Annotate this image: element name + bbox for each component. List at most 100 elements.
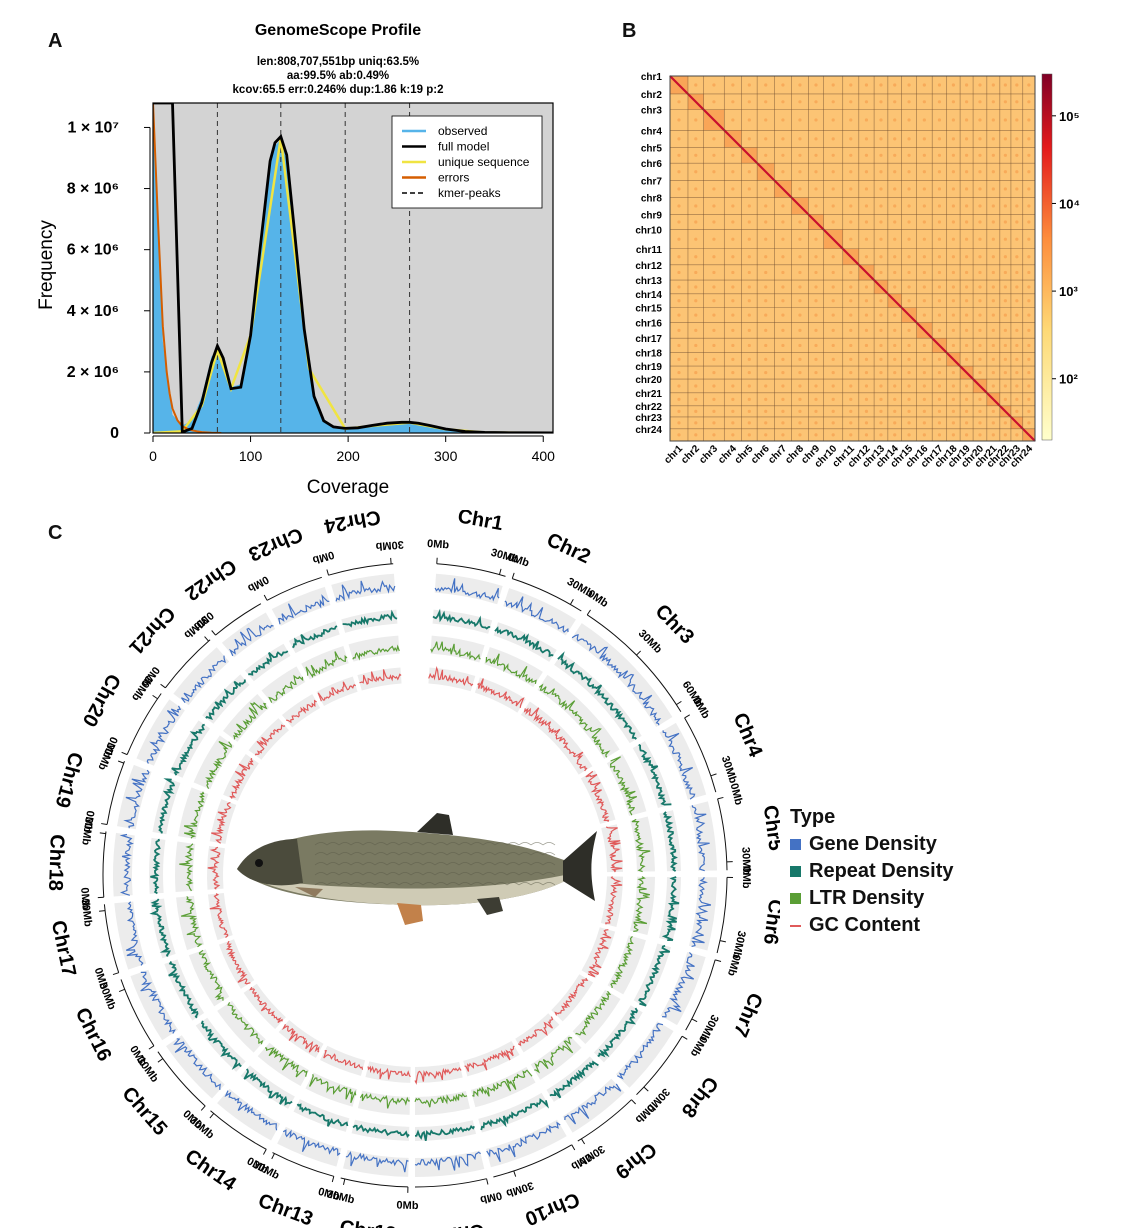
inter-contact xyxy=(864,384,869,388)
inter-contact xyxy=(798,187,802,191)
inter-contact xyxy=(991,313,995,317)
inter-contact xyxy=(978,153,982,157)
track-gc-content xyxy=(587,929,612,978)
inter-contact xyxy=(1015,433,1019,437)
inter-contact xyxy=(849,220,853,224)
fish-scale xyxy=(386,862,400,866)
track-background xyxy=(689,801,717,871)
tick-label: 30Mb xyxy=(739,847,752,876)
x-tick-label: 100 xyxy=(239,448,263,464)
inter-contact xyxy=(1027,313,1031,317)
circos-legend: Type Gene Density Repeat Density LTR Den… xyxy=(790,806,954,937)
chromosome-label: Chr6 xyxy=(759,898,780,946)
inter-contact xyxy=(747,255,751,259)
inter-contact xyxy=(677,397,681,401)
inter-contact xyxy=(964,433,969,437)
inter-contact xyxy=(937,397,942,401)
inter-contact xyxy=(864,328,869,332)
inter-contact xyxy=(747,285,751,289)
inter-contact xyxy=(864,397,869,401)
inter-contact xyxy=(893,137,897,141)
inter-contact xyxy=(814,237,818,241)
inter-contact xyxy=(1015,299,1019,303)
inter-contact xyxy=(849,370,853,375)
col-label: chr3 xyxy=(697,443,720,466)
chromosome-label: Chr18 xyxy=(44,834,68,891)
track-gene-density xyxy=(434,578,500,602)
inter-contact xyxy=(814,328,818,332)
inter-contact xyxy=(951,384,956,388)
inter-contact xyxy=(1027,343,1031,348)
chromosome-axis xyxy=(577,1099,632,1142)
inter-contact xyxy=(731,270,735,275)
track-repeat-density xyxy=(205,679,246,721)
track-gc-content xyxy=(605,826,623,873)
inter-contact xyxy=(893,118,897,122)
inter-contact xyxy=(831,409,835,413)
chromosome-axis xyxy=(126,693,162,755)
tick xyxy=(117,760,124,764)
inter-contact xyxy=(937,270,942,275)
y-tick-label: 2 × 10⁶ xyxy=(67,364,119,381)
track-ltr-density xyxy=(233,701,268,740)
inter-contact xyxy=(831,170,835,174)
inter-contact xyxy=(1015,384,1019,388)
track-background xyxy=(188,949,230,1007)
inter-contact xyxy=(1015,255,1019,259)
chart-subtitle-line-3: kcov:65.5 err:0.246% dup:1.86 k:19 p:2 xyxy=(233,84,444,96)
series-observed-area xyxy=(153,103,553,433)
inter-contact xyxy=(764,204,768,208)
row-label: chr9 xyxy=(641,210,663,221)
inter-contact xyxy=(922,313,926,317)
track-gc-content xyxy=(249,986,283,1023)
inter-contact xyxy=(978,137,982,141)
colorbar xyxy=(1041,73,1053,441)
inter-contact xyxy=(831,118,835,122)
fish-scale xyxy=(374,842,388,846)
inter-contact xyxy=(1003,270,1007,275)
legend-item-gc-content: GC Content xyxy=(790,914,954,937)
inter-contact xyxy=(1003,421,1007,425)
inter-contact xyxy=(677,299,681,303)
fish-scale xyxy=(350,852,364,856)
track-background xyxy=(537,674,620,760)
inter-contact xyxy=(798,343,802,348)
track-gc-content xyxy=(523,707,588,772)
inter-contact xyxy=(731,83,735,87)
fish-scale xyxy=(350,882,364,886)
track-gene-density xyxy=(691,876,712,947)
inter-contact xyxy=(1003,299,1007,303)
track-ltr-density xyxy=(268,674,304,703)
track-repeat-density xyxy=(549,1060,599,1099)
inter-contact xyxy=(879,433,883,437)
inter-contact xyxy=(764,285,768,289)
inter-contact xyxy=(677,255,681,259)
chromosome-axis xyxy=(436,563,506,577)
inter-contact xyxy=(991,237,995,241)
inter-contact xyxy=(922,237,926,241)
inter-contact xyxy=(798,153,802,157)
inter-contact xyxy=(849,409,853,413)
inter-contact xyxy=(1027,328,1031,332)
fish-scale xyxy=(494,862,508,866)
y-tick-label: 1 × 10⁷ xyxy=(67,119,119,136)
inter-contact xyxy=(1003,255,1007,259)
fish-scale xyxy=(458,842,472,846)
fish-scale xyxy=(542,862,556,866)
circos-plot: 0Mb30MbChr10Mb30MbChr20Mb30Mb60MbChr30Mb… xyxy=(44,510,780,1228)
inter-contact xyxy=(1027,255,1031,259)
inter-contact xyxy=(951,343,956,348)
fish-scale xyxy=(494,872,508,876)
track-background xyxy=(615,1021,674,1088)
track-gc-content xyxy=(225,940,251,985)
inter-contact xyxy=(907,100,911,104)
inter-contact xyxy=(864,255,869,259)
fish-scale xyxy=(410,862,424,866)
panel-label-b: B xyxy=(622,20,637,42)
inter-contact xyxy=(1027,118,1031,122)
fish-scale xyxy=(398,852,412,856)
inter-contact xyxy=(712,187,716,191)
tick-label: 30Mb xyxy=(504,1179,535,1199)
track-gc-content xyxy=(554,977,589,1016)
